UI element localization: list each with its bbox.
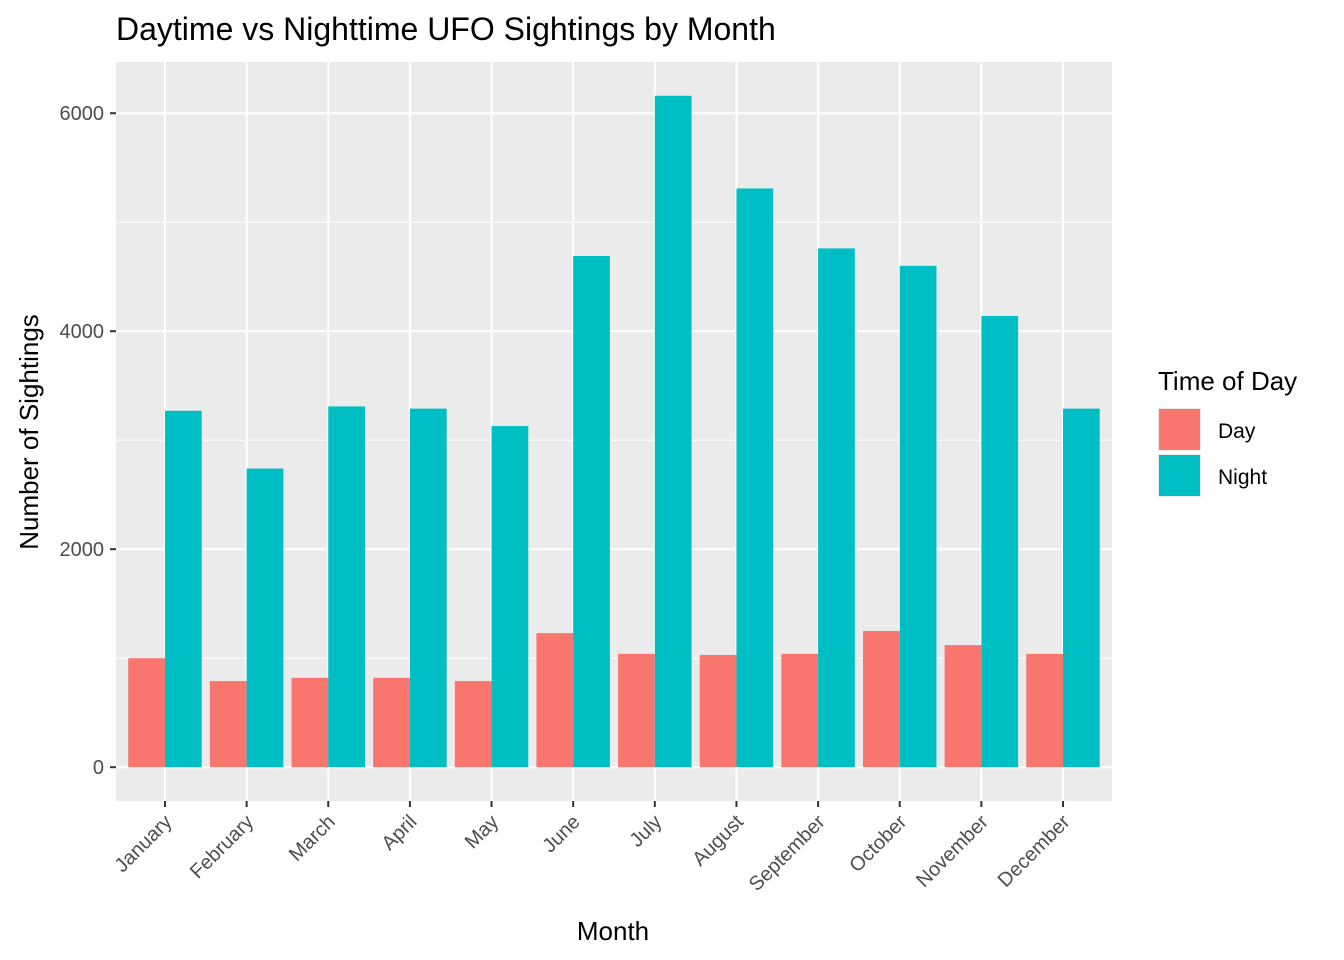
- x-tick-label: October: [845, 811, 911, 877]
- bar-night-may: [491, 426, 529, 768]
- bar-night-november: [981, 315, 1019, 768]
- x-tick-label: July: [626, 811, 667, 852]
- legend: Time of Day Day Night: [1158, 366, 1297, 497]
- x-tick-label: September: [745, 811, 830, 896]
- bar-night-december: [1063, 408, 1100, 768]
- bar-night-october: [899, 265, 937, 768]
- x-tick-label: May: [461, 811, 503, 853]
- bar-night-march: [328, 406, 365, 768]
- y-tick-label: 6000: [60, 103, 105, 125]
- x-tick-label: February: [186, 811, 258, 883]
- bar-day-october: [863, 630, 900, 768]
- bar-day-september: [781, 653, 819, 768]
- bar-day-december: [1026, 653, 1064, 768]
- bar-day-june: [536, 633, 574, 768]
- x-tick-label: August: [688, 811, 748, 871]
- x-axis: January February March April May June July Augu…: [111, 801, 1075, 896]
- y-tick-label: 0: [93, 757, 104, 779]
- y-tick-label: 2000: [60, 539, 105, 561]
- x-tick-label: November: [912, 811, 993, 892]
- legend-title: Time of Day: [1158, 366, 1297, 396]
- bar-day-february: [209, 681, 247, 768]
- bar-night-august: [736, 188, 774, 768]
- y-axis: 0 2000 4000 6000: [60, 103, 116, 779]
- bar-day-january: [128, 658, 165, 768]
- bar-day-march: [291, 677, 329, 768]
- chart-title: Daytime vs Nighttime UFO Sightings by Mo…: [116, 11, 776, 47]
- bar-night-april: [409, 408, 447, 768]
- x-tick-label: April: [378, 811, 422, 855]
- bar-night-june: [573, 256, 610, 768]
- bar-night-september: [818, 248, 855, 768]
- bar-night-january: [164, 410, 202, 768]
- legend-swatch-day: [1159, 409, 1200, 450]
- bar-day-may: [454, 681, 492, 768]
- bar-day-november: [944, 645, 982, 768]
- x-tick-label: January: [111, 811, 177, 877]
- legend-label-day: Day: [1218, 420, 1256, 443]
- bar-day-april: [373, 677, 410, 768]
- bar-day-august: [699, 654, 737, 768]
- bars: [128, 95, 1100, 768]
- x-tick-label: March: [285, 811, 340, 866]
- bar-day-july: [618, 653, 655, 768]
- x-tick-label: December: [994, 811, 1075, 892]
- x-tick-label: June: [538, 811, 584, 857]
- legend-swatch-night: [1159, 455, 1200, 496]
- x-axis-title: Month: [577, 916, 649, 946]
- legend-label-night: Night: [1218, 466, 1267, 489]
- bar-night-july: [654, 95, 692, 768]
- y-axis-title: Number of Sightings: [14, 314, 44, 550]
- bar-night-february: [246, 468, 284, 768]
- y-tick-label: 4000: [60, 321, 105, 343]
